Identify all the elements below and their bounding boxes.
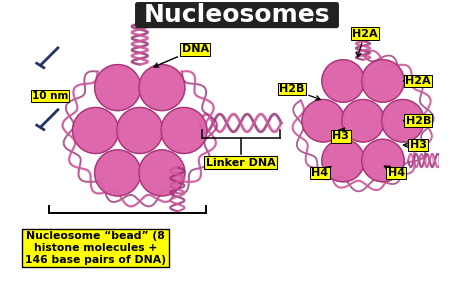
Text: 10 nm: 10 nm <box>32 92 68 101</box>
Text: Nucleosome “bead” (8
histone molecules +
146 base pairs of DNA): Nucleosome “bead” (8 histone molecules +… <box>25 231 166 265</box>
Circle shape <box>117 108 163 153</box>
Text: H2B: H2B <box>406 116 431 126</box>
Text: H4: H4 <box>311 168 328 178</box>
Circle shape <box>382 100 424 142</box>
Text: H2A: H2A <box>405 76 431 86</box>
Circle shape <box>139 65 185 111</box>
Circle shape <box>322 60 365 102</box>
Circle shape <box>362 60 404 102</box>
Circle shape <box>302 100 345 142</box>
Circle shape <box>362 60 404 102</box>
Circle shape <box>95 65 141 111</box>
Circle shape <box>161 108 207 153</box>
Text: Linker DNA: Linker DNA <box>206 158 275 168</box>
Circle shape <box>139 150 185 196</box>
Circle shape <box>139 65 185 111</box>
Circle shape <box>342 100 384 142</box>
Circle shape <box>322 60 365 102</box>
Circle shape <box>322 139 365 182</box>
Circle shape <box>117 108 163 153</box>
Text: H2B: H2B <box>279 84 320 100</box>
Circle shape <box>342 100 384 142</box>
Text: DNA: DNA <box>154 44 209 67</box>
Circle shape <box>322 139 365 182</box>
Circle shape <box>95 150 141 196</box>
Circle shape <box>139 150 185 196</box>
Circle shape <box>95 65 141 111</box>
Text: Nucleosomes: Nucleosomes <box>144 3 330 27</box>
Circle shape <box>362 139 404 182</box>
Circle shape <box>95 150 141 196</box>
Circle shape <box>302 100 345 142</box>
Circle shape <box>382 100 424 142</box>
Text: H3: H3 <box>410 140 427 150</box>
FancyBboxPatch shape <box>136 3 338 27</box>
Circle shape <box>161 108 207 153</box>
Circle shape <box>362 139 404 182</box>
Circle shape <box>73 108 118 153</box>
Text: H2A: H2A <box>352 29 378 57</box>
Circle shape <box>73 108 118 153</box>
Text: H3: H3 <box>332 131 349 141</box>
Text: H4: H4 <box>388 168 405 178</box>
